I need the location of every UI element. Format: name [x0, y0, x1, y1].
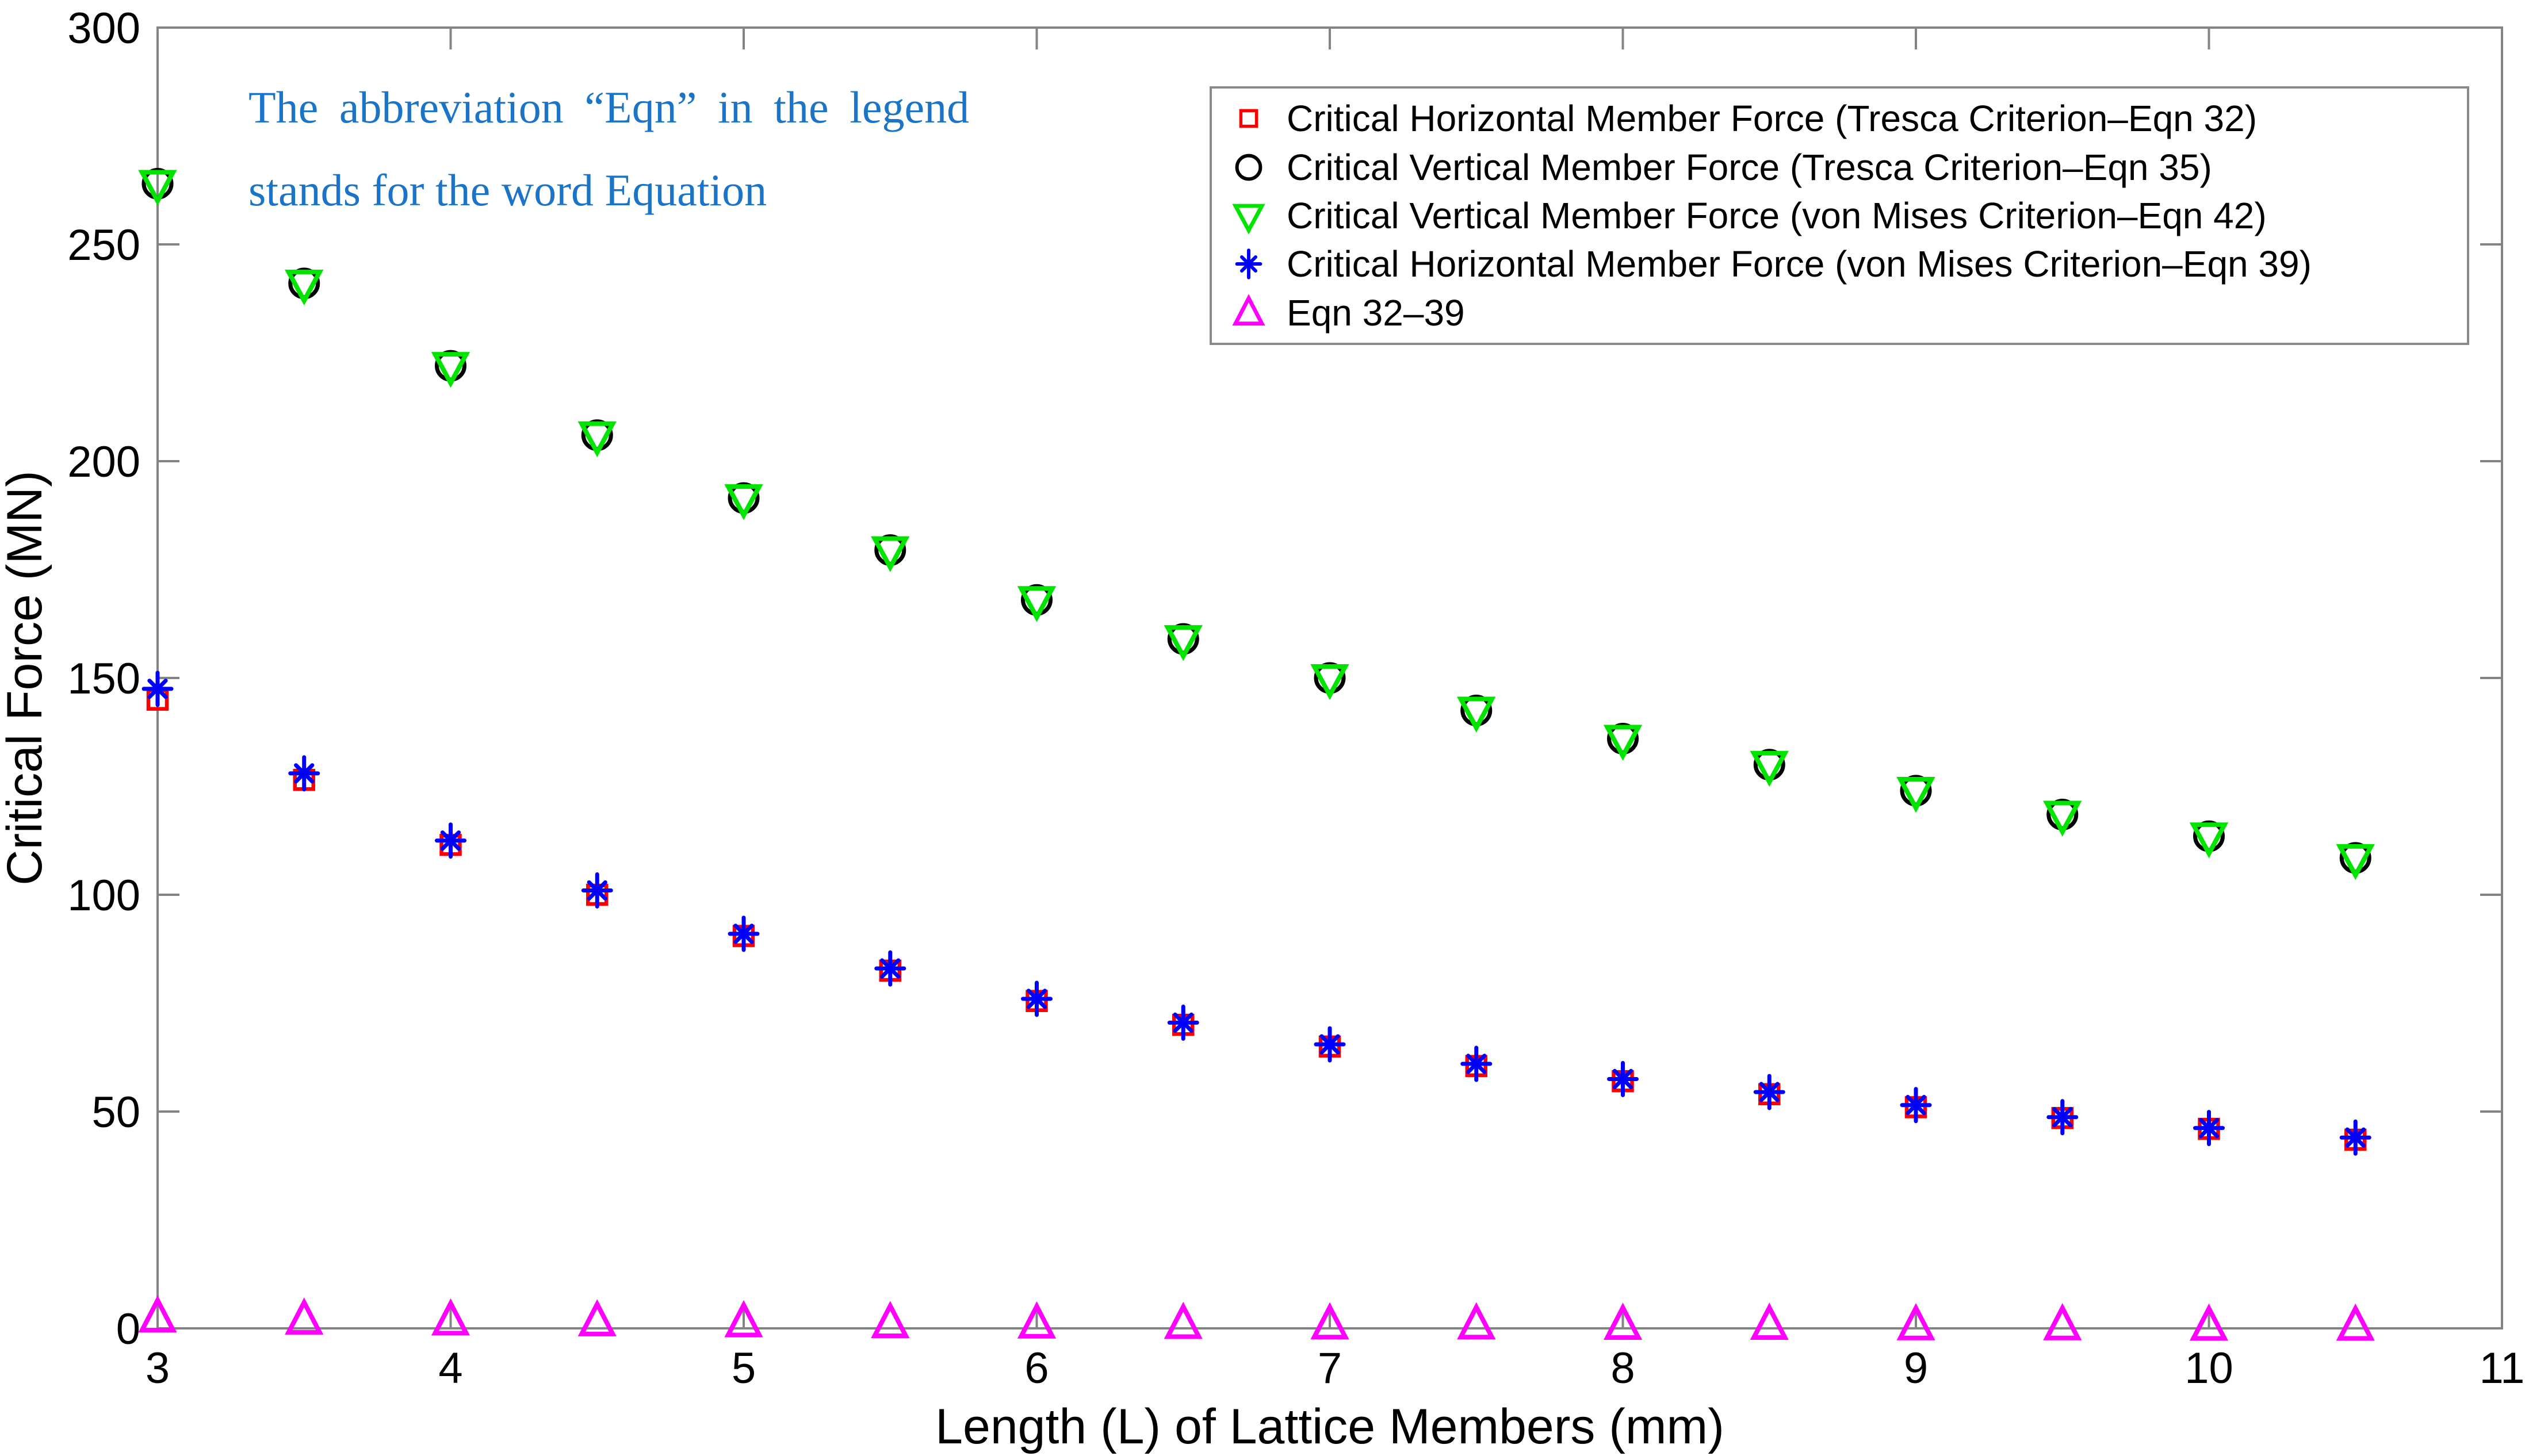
data-point-asterisk — [874, 950, 906, 987]
data-point-asterisk — [2193, 1110, 2225, 1147]
y-axis-label: Critical Force (MN) — [0, 470, 52, 885]
legend-marker-red-square-icon — [1225, 94, 1273, 143]
data-point-triangle-up — [138, 1295, 177, 1333]
data-point-triangle-up — [285, 1297, 324, 1335]
x-tick-label: 11 — [2480, 1344, 2525, 1393]
data-point-triangle-up — [2043, 1303, 2082, 1340]
x-tick-label: 4 — [438, 1344, 462, 1393]
legend-label: Eqn 32–39 — [1287, 292, 1465, 334]
data-point-triangle-up — [871, 1301, 910, 1338]
data-point-triangle-down — [2043, 800, 2082, 837]
x-tick-label: 7 — [1318, 1344, 1342, 1393]
data-point-triangle-down — [285, 269, 324, 306]
x-tick-label: 9 — [1904, 1344, 1928, 1393]
data-point-triangle-up — [1164, 1301, 1203, 1339]
data-point-asterisk — [1235, 248, 1262, 280]
data-point-triangle-down — [1603, 725, 1643, 761]
data-point-asterisk — [1460, 1045, 1493, 1082]
data-point-asterisk — [1607, 1060, 1639, 1097]
y-tick-label: 200 — [67, 438, 140, 486]
data-point-triangle-up — [2336, 1303, 2375, 1341]
data-point-triangle-down — [2189, 822, 2229, 859]
y-tick-label: 50 — [91, 1088, 140, 1137]
data-point-triangle-up — [1310, 1302, 1349, 1340]
y-tick-label: 250 — [67, 221, 140, 270]
legend-label: Critical Horizontal Member Force (von Mi… — [1287, 243, 2312, 285]
data-point-triangle-down — [1457, 696, 1496, 733]
legend-item: Critical Vertical Member Force (Tresca C… — [1225, 143, 2461, 191]
data-point-circle — [1235, 154, 1262, 181]
data-point-triangle-up — [577, 1299, 617, 1336]
legend-item: Eqn 32–39 — [1225, 289, 2461, 337]
legend: Critical Horizontal Member Force (Tresca… — [1210, 86, 2469, 345]
legend-label: Critical Vertical Member Force (Tresca C… — [1287, 146, 2212, 188]
data-point-triangle-down — [1164, 625, 1203, 661]
x-tick-label: 3 — [146, 1344, 170, 1393]
data-point-triangle-down — [1896, 777, 1935, 813]
data-point-triangle-up — [1750, 1302, 1789, 1340]
y-tick-label: 300 — [67, 4, 140, 53]
data-point-triangle-down — [138, 170, 177, 206]
data-point-triangle-down — [431, 352, 470, 388]
data-point-triangle-up — [1896, 1303, 1935, 1340]
data-point-triangle-down — [1017, 586, 1057, 622]
data-point-triangle-up — [2189, 1303, 2229, 1341]
data-point-asterisk — [581, 872, 613, 909]
x-tick-label: 10 — [2184, 1344, 2233, 1393]
annotation-line-1: The abbreviation “Eqn” in the legend — [248, 82, 970, 132]
data-point-asterisk — [1167, 1004, 1199, 1041]
legend-marker-green-triangle-down-icon — [1225, 191, 1273, 240]
data-point-triangle-up — [1457, 1302, 1496, 1340]
annotation-note: The abbreviation “Eqn” in the legend sta… — [248, 85, 1054, 213]
legend-item: Critical Vertical Member Force (von Mise… — [1225, 191, 2461, 240]
legend-marker-blue-asterisk-icon — [1225, 240, 1273, 288]
legend-marker-magenta-triangle-up-icon — [1225, 289, 1273, 337]
data-point-triangle-up — [1603, 1302, 1643, 1340]
x-tick-label: 6 — [1024, 1344, 1049, 1393]
data-point-asterisk — [728, 915, 760, 952]
data-point-asterisk — [2339, 1119, 2371, 1156]
data-point-triangle-up — [724, 1300, 763, 1338]
data-point-triangle-up — [1232, 293, 1265, 325]
legend-label: Critical Horizontal Member Force (Tresca… — [1287, 98, 2258, 140]
data-point-asterisk — [141, 670, 174, 707]
legend-item: Critical Horizontal Member Force (von Mi… — [1225, 240, 2461, 288]
y-tick-label: 100 — [67, 871, 140, 920]
data-point-asterisk — [1753, 1074, 1785, 1110]
x-tick-label: 5 — [732, 1344, 756, 1393]
data-point-triangle-up — [1017, 1301, 1057, 1339]
data-point-triangle-down — [2336, 844, 2375, 880]
data-point-asterisk — [2046, 1099, 2079, 1136]
data-point-asterisk — [1900, 1087, 1932, 1124]
data-point-asterisk — [1021, 980, 1053, 1017]
data-point-asterisk — [435, 822, 466, 859]
legend-item: Critical Horizontal Member Force (Tresca… — [1225, 94, 2461, 143]
data-point-square — [1239, 109, 1258, 128]
x-axis-label: Length (L) of Lattice Members (mm) — [935, 1399, 1724, 1454]
data-point-triangle-down — [577, 421, 617, 458]
y-tick-label: 0 — [116, 1305, 140, 1354]
data-point-triangle-down — [1310, 664, 1349, 700]
y-tick-label: 150 — [67, 654, 140, 703]
x-tick-label: 8 — [1610, 1344, 1635, 1393]
data-point-triangle-down — [724, 484, 763, 520]
data-point-triangle-down — [1232, 204, 1265, 235]
legend-label: Critical Vertical Member Force (von Mise… — [1287, 194, 2267, 236]
data-point-asterisk — [1314, 1026, 1346, 1063]
data-point-triangle-down — [1750, 750, 1789, 787]
data-point-asterisk — [288, 755, 320, 792]
annotation-line-2: stands for the word Equation — [248, 165, 767, 215]
legend-marker-black-circle-icon — [1225, 143, 1273, 191]
data-point-triangle-down — [871, 536, 910, 572]
data-point-triangle-up — [431, 1298, 470, 1336]
